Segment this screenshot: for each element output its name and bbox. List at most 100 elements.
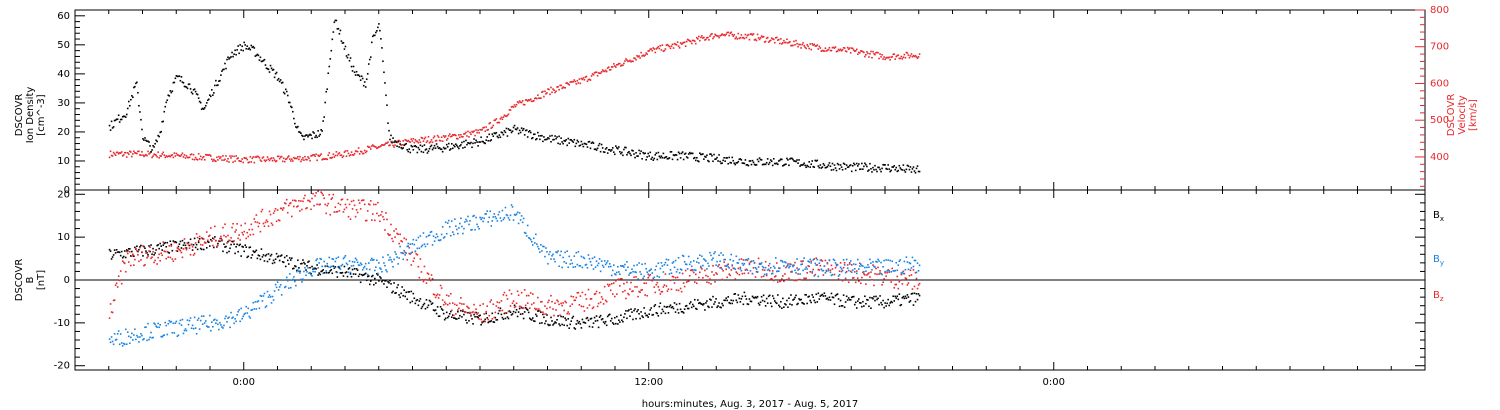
by-point [807, 260, 809, 263]
velocity-point [642, 54, 644, 57]
by-point [817, 275, 820, 278]
bz-point [383, 218, 385, 221]
bz-point [608, 283, 611, 286]
bz-point [352, 199, 355, 202]
bx-point [740, 298, 743, 300]
density-point [777, 163, 779, 166]
bz-point [705, 274, 707, 277]
velocity-point [801, 43, 803, 46]
by-point [740, 269, 743, 272]
bx-point [191, 249, 194, 251]
density-point [135, 82, 137, 85]
density-point [824, 166, 827, 169]
bz-point [454, 303, 456, 306]
bx-point [645, 314, 647, 317]
bz-point [916, 287, 919, 290]
density-point [318, 135, 320, 137]
density-point [532, 133, 535, 136]
by-point [451, 231, 454, 233]
bx-point [226, 251, 228, 254]
bz-point [631, 290, 633, 293]
by-point [396, 256, 398, 258]
velocity-point [249, 156, 252, 158]
velocity-point [676, 41, 679, 43]
density-point [332, 31, 335, 33]
bx-point [602, 321, 605, 323]
velocity-point [289, 160, 292, 162]
bx-point [265, 253, 268, 256]
velocity-point [396, 141, 398, 144]
bx-point [885, 305, 887, 307]
bx-point [882, 299, 884, 302]
velocity-point [558, 88, 560, 91]
density-point [357, 74, 360, 76]
velocity-point [808, 47, 810, 50]
bz-point [152, 251, 154, 253]
velocity-point [880, 56, 882, 58]
by-point [628, 274, 630, 276]
bx-point [626, 317, 628, 320]
velocity-point [706, 36, 708, 39]
velocity-point [788, 41, 790, 44]
by-point [226, 321, 228, 323]
by-point [792, 265, 794, 268]
bz-point [626, 281, 628, 284]
density-point [436, 145, 439, 148]
bx-point [834, 294, 837, 297]
density-point [119, 118, 122, 121]
velocity-point [304, 155, 306, 158]
velocity-point [339, 154, 342, 157]
density-point [302, 135, 304, 137]
velocity-point [372, 144, 374, 146]
by-point [536, 243, 538, 245]
density-point [531, 136, 534, 139]
by-point [829, 271, 832, 274]
bx-point [722, 304, 724, 307]
by-point [362, 267, 365, 269]
by-point [779, 267, 781, 270]
bx-point [394, 292, 396, 294]
bz-point [147, 255, 149, 258]
velocity-point [768, 40, 771, 42]
by-point [691, 268, 694, 271]
bx-point [859, 301, 861, 304]
by-point [153, 322, 155, 325]
bx-point [785, 303, 787, 306]
bx-point [715, 298, 717, 300]
velocity-point [900, 55, 903, 58]
velocity-point [582, 77, 585, 79]
bx-point [793, 298, 795, 301]
bx-point [399, 296, 401, 299]
bx-point [310, 272, 312, 275]
bz-point [242, 233, 244, 236]
bz-point [596, 305, 599, 308]
density-point [466, 143, 468, 146]
by-point [854, 263, 857, 266]
density-point [728, 156, 730, 159]
velocity-point [377, 146, 379, 149]
bx-point [206, 240, 209, 243]
density-point [557, 142, 559, 145]
density-point [662, 152, 665, 155]
bz-point [173, 241, 176, 244]
by-point [166, 333, 169, 336]
density-point [141, 128, 143, 131]
velocity-point [221, 159, 223, 161]
density-point [147, 140, 149, 143]
velocity-point [430, 139, 433, 141]
bx-point [480, 323, 482, 326]
density-point [737, 160, 740, 163]
density-point [373, 34, 375, 37]
bz-point [712, 264, 714, 267]
bz-point [821, 260, 824, 262]
density-point [233, 53, 235, 56]
bx-point [316, 264, 318, 266]
density-point [276, 79, 279, 81]
velocity-point [682, 41, 685, 44]
bz-point [122, 261, 125, 264]
bx-point [674, 311, 677, 313]
by-point [253, 308, 256, 310]
bx-point [200, 248, 203, 251]
bz-point [382, 215, 384, 218]
velocity-point [448, 133, 451, 135]
